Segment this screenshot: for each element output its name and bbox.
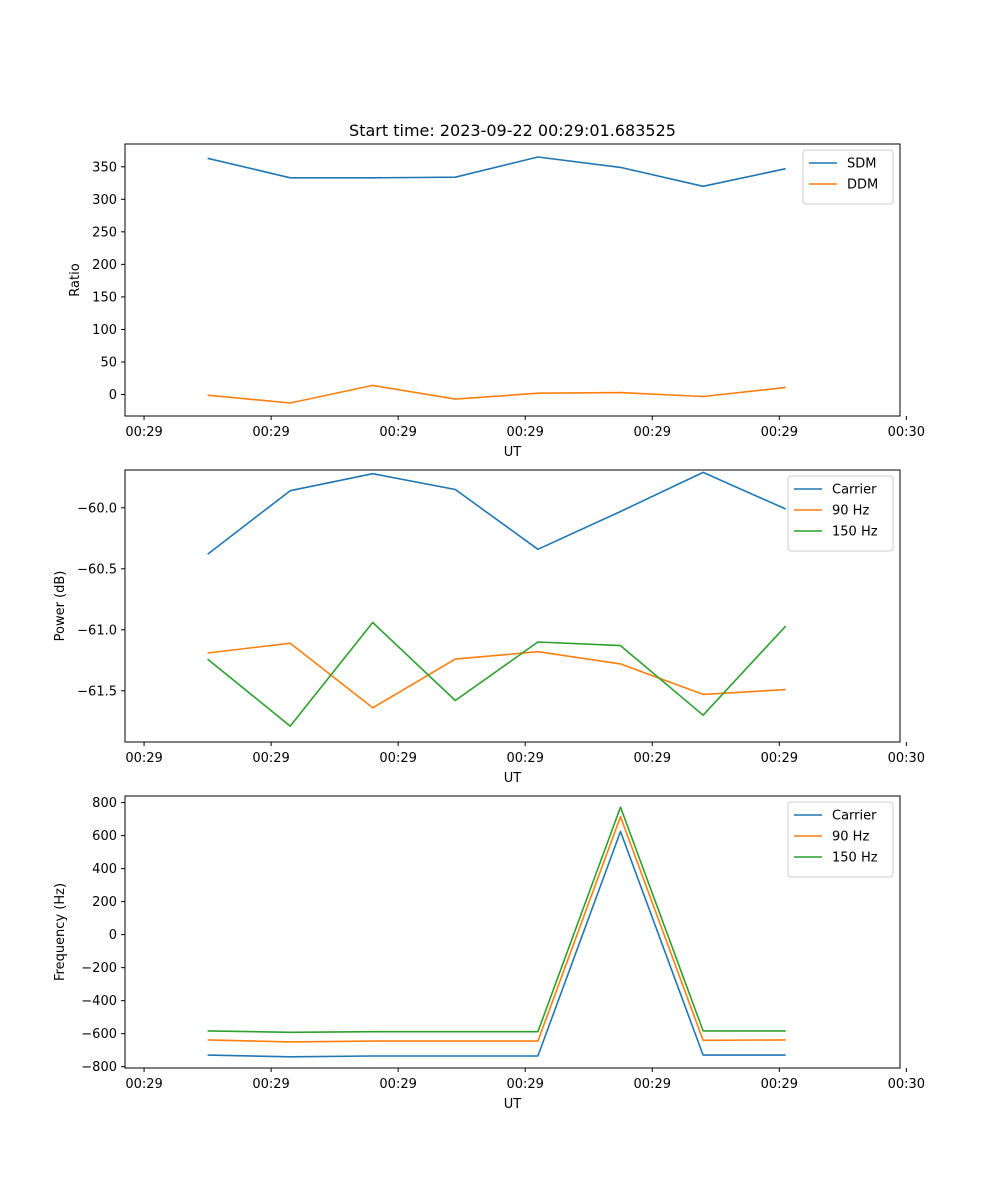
x-tick-label: 00:29 <box>634 425 671 440</box>
y-tick-label: −600 <box>81 1027 117 1042</box>
x-tick-label: 00:29 <box>379 1077 416 1092</box>
y-tick-label: 350 <box>92 160 117 175</box>
x-tick-label: 00:29 <box>506 751 543 766</box>
y-axis-label: Ratio <box>68 263 83 296</box>
chart-panel-1: 00:29 00:29 00:29 00:29 00:29 00:29 00:30 0 50 10… <box>68 143 925 460</box>
y-tick-label: −60.0 <box>77 501 117 516</box>
y-tick-label: 150 <box>92 290 117 305</box>
axes-frame <box>124 795 901 1069</box>
y-tick-label: 250 <box>92 225 117 240</box>
legend: SDM DDM <box>802 149 894 205</box>
legend-label: SDM <box>847 157 876 172</box>
chart-panel-2: 00:29 00:29 00:29 00:29 00:29 00:29 00:30 −61.5… <box>53 469 925 786</box>
x-axis-label: UT <box>504 445 522 460</box>
axes-frame <box>124 469 901 743</box>
x-tick-label: 00:29 <box>379 751 416 766</box>
y-tick-label: 200 <box>92 258 117 273</box>
x-tick-label: 00:29 <box>379 425 416 440</box>
x-tick-label: 00:29 <box>761 751 798 766</box>
y-tick-label: −400 <box>81 994 117 1009</box>
x-tick-label: 00:29 <box>125 751 162 766</box>
y-tick-label: −60.5 <box>77 562 117 577</box>
x-tick-label: 00:29 <box>634 751 671 766</box>
legend-label: 90 Hz <box>832 830 869 845</box>
series-line-carrier <box>207 471 787 555</box>
x-tick-label: 00:30 <box>888 1077 925 1092</box>
x-tick-label: 00:29 <box>252 1077 289 1092</box>
legend-label: 90 Hz <box>832 504 869 519</box>
x-axis-label: UT <box>504 771 522 786</box>
x-tick-label: 00:29 <box>506 425 543 440</box>
series-line-carrier <box>207 830 786 1058</box>
y-tick-label: 200 <box>92 895 117 910</box>
y-axis-label: Power (dB) <box>53 571 68 642</box>
legend-label: 150 Hz <box>832 851 878 866</box>
series-line-150-hz <box>207 621 787 727</box>
y-tick-label: 800 <box>92 796 117 811</box>
legend-label: 150 Hz <box>832 525 878 540</box>
x-tick-label: 00:29 <box>761 425 798 440</box>
series-line-90-hz <box>207 815 786 1043</box>
x-tick-label: 00:29 <box>125 1077 162 1092</box>
series-line-150-hz <box>207 806 786 1034</box>
legend-box <box>787 475 894 552</box>
x-tick-label: 00:30 <box>888 751 925 766</box>
x-tick-label: 00:30 <box>888 425 925 440</box>
series-line-ddm <box>207 384 786 404</box>
x-tick-label: 00:29 <box>761 1077 798 1092</box>
y-tick-label: 0 <box>109 388 117 403</box>
y-tick-label: 400 <box>92 862 117 877</box>
legend-box <box>787 801 894 878</box>
x-tick-label: 00:29 <box>125 425 162 440</box>
y-tick-label: 600 <box>92 829 117 844</box>
y-tick-label: −200 <box>81 961 117 976</box>
y-tick-label: 50 <box>100 355 117 370</box>
series-line-sdm <box>207 156 786 188</box>
y-tick-label: 0 <box>109 928 117 943</box>
legend: Carrier 90 Hz 150 Hz <box>787 475 894 552</box>
x-tick-label: 00:29 <box>252 425 289 440</box>
x-tick-label: 00:29 <box>634 1077 671 1092</box>
legend: Carrier 90 Hz 150 Hz <box>787 801 894 878</box>
legend-label: Carrier <box>832 809 877 824</box>
legend-label: DDM <box>847 178 878 193</box>
y-tick-label: −61.0 <box>77 623 117 638</box>
x-tick-label: 00:29 <box>252 751 289 766</box>
x-tick-label: 00:29 <box>506 1077 543 1092</box>
axes-frame <box>124 143 901 417</box>
x-axis-label: UT <box>504 1097 522 1112</box>
chart-title: Start time: 2023-09-22 00:29:01.683525 <box>349 121 676 140</box>
legend-label: Carrier <box>832 483 877 498</box>
y-tick-label: 300 <box>92 193 117 208</box>
y-axis-label: Frequency (Hz) <box>53 883 68 981</box>
chart-panel-3: 00:29 00:29 00:29 00:29 00:29 00:29 00:30 −800 −… <box>53 795 925 1112</box>
y-tick-label: −61.5 <box>77 684 117 699</box>
y-tick-label: −800 <box>81 1060 117 1075</box>
series-line-90-hz <box>207 642 786 709</box>
y-tick-label: 100 <box>92 323 117 338</box>
